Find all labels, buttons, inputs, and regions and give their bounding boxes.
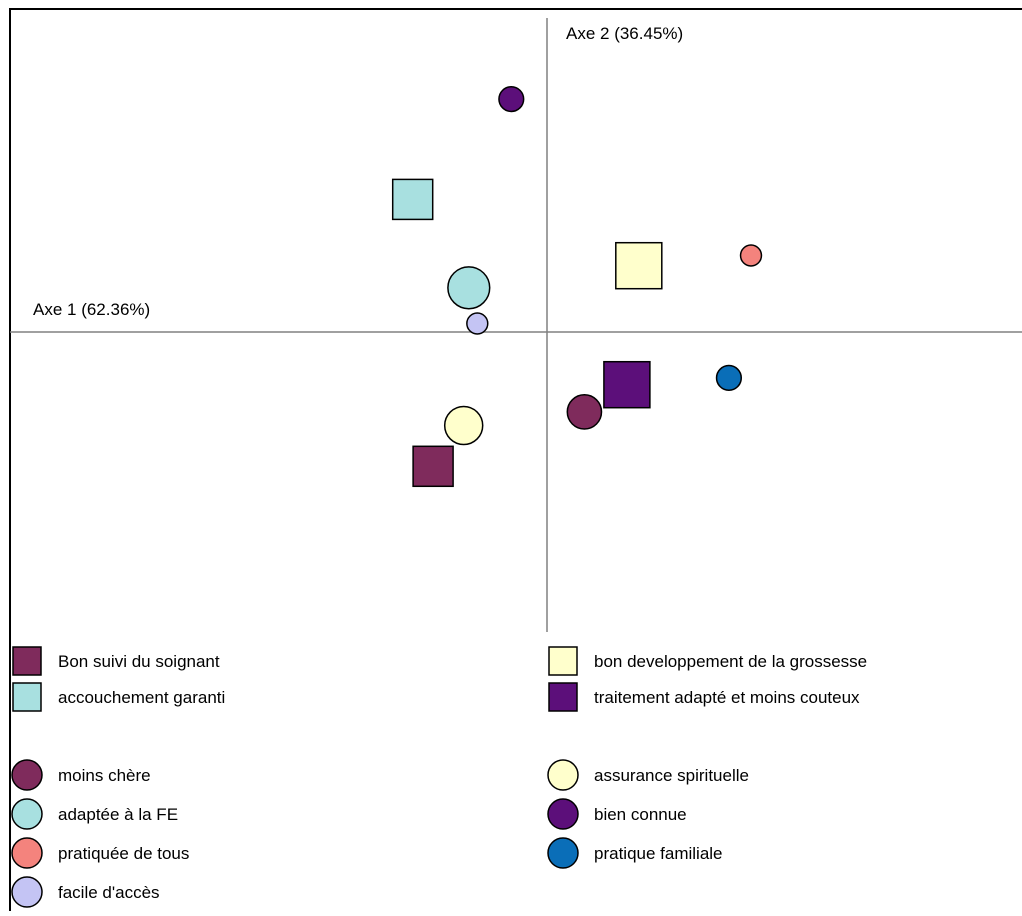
point-assurance-spirituelle bbox=[443, 405, 484, 446]
legend-label-bien-connue: bien connue bbox=[594, 805, 687, 824]
chart-border bbox=[9, 8, 1022, 916]
point-pratique-familiale bbox=[715, 364, 743, 391]
legend-label-adaptee-a-la-fe: adaptée à la FE bbox=[58, 805, 178, 824]
legend: Bon suivi du soignant bon developpement d… bbox=[11, 646, 867, 908]
legend-circle-facile-d-acces bbox=[11, 876, 43, 908]
data-points bbox=[391, 86, 763, 488]
legend-circle-pratique-familiale bbox=[547, 837, 579, 869]
legend-square-bon-suivi-du-soignant bbox=[12, 646, 42, 676]
legend-square-accouchement-garanti bbox=[12, 682, 42, 712]
legend-label-traitement-adapte-et-moins-couteux: traitement adapté et moins couteux bbox=[594, 688, 860, 707]
legend-label-pratiquee-de-tous: pratiquée de tous bbox=[58, 844, 189, 863]
legend-circle-adaptee-a-la-fe bbox=[11, 798, 43, 830]
point-adaptee-a-la-fe bbox=[447, 266, 491, 310]
legend-circle-moins-chere bbox=[11, 759, 43, 791]
axis-1-label: Axe 1 (62.36%) bbox=[33, 300, 150, 319]
point-traitement-adapte-et-moins-couteux bbox=[603, 360, 651, 409]
legend-circle-assurance-spirituelle bbox=[547, 759, 579, 791]
legend-square-traitement-adapte-et-moins-couteux bbox=[548, 682, 578, 712]
legend-label-assurance-spirituelle: assurance spirituelle bbox=[594, 766, 749, 785]
legend-label-pratique-familiale: pratique familiale bbox=[594, 844, 723, 863]
point-bon-developpement-de-la-grossesse bbox=[615, 241, 663, 290]
legend-label-facile-d-acces: facile d'accès bbox=[58, 883, 160, 902]
point-bien-connue bbox=[498, 86, 525, 113]
point-accouchement-garanti bbox=[391, 178, 434, 221]
legend-label-accouchement-garanti: accouchement garanti bbox=[58, 688, 225, 707]
point-bon-suivi-du-soignant bbox=[412, 445, 454, 488]
axis-2-label: Axe 2 (36.45%) bbox=[566, 24, 683, 43]
legend-label-bon-suivi-du-soignant: Bon suivi du soignant bbox=[58, 652, 220, 671]
legend-square-bon-developpement-de-la-grossesse bbox=[548, 646, 578, 676]
point-moins-chere bbox=[566, 394, 603, 430]
legend-label-moins-chere: moins chère bbox=[58, 766, 151, 785]
legend-circle-pratiquee-de-tous bbox=[11, 837, 43, 869]
legend-label-bon-developpement-de-la-grossesse: bon developpement de la grossesse bbox=[594, 652, 867, 671]
legend-circle-bien-connue bbox=[547, 798, 579, 830]
point-pratiquee-de-tous bbox=[739, 244, 763, 267]
point-facile-d-acces bbox=[466, 312, 489, 335]
